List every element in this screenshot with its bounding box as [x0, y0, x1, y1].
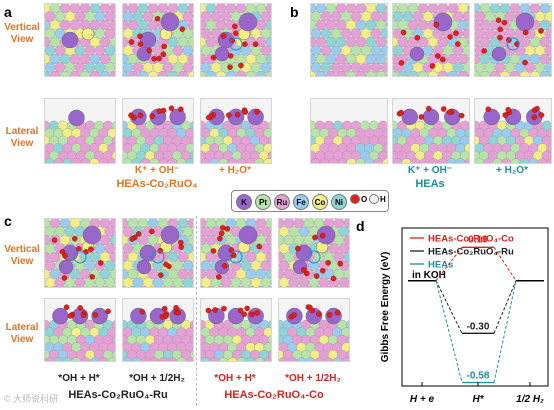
panel-b-step3-caption: + H₂O*	[496, 165, 528, 176]
panel-label-d: d	[356, 218, 365, 234]
series-0-connector-0	[435, 247, 463, 281]
legend-item-o: OO	[350, 194, 367, 204]
panel-c-side-view-1	[44, 298, 116, 362]
panel-c-divider	[196, 216, 197, 406]
panel-label-a: a	[4, 4, 12, 20]
panel-a-system-label: HEAs-Co₂RuO₄	[116, 178, 198, 190]
panel-a-step3-caption: + H₂O*	[219, 165, 251, 176]
panel-b-top-view-3	[474, 3, 552, 77]
x-tick-label-2: 1/2 H₂	[516, 394, 544, 405]
panel-a-top-view-1	[44, 3, 116, 77]
legend-text-h: H	[380, 194, 386, 204]
panel-c-system-right: HEAs-Co₂RuO₄-Co	[224, 389, 324, 401]
panel-a-side-view-3	[200, 98, 272, 164]
series-2-data-label: -0.58	[467, 370, 490, 381]
legend-label-2: HEAs	[428, 260, 453, 271]
gibbs-energy-chart: Gibbs Free Energy (eV) HEAs-Co₂RuO₄-Co HE…	[380, 227, 549, 405]
panel-c-top-view-3	[200, 218, 272, 288]
element-legend: KPtRuFeCoNiOOHH	[231, 190, 389, 212]
panel-a-side-view-2	[122, 98, 194, 164]
watermark: © 大师说科研	[4, 394, 59, 404]
panel-c-caption-3: *OH + H*	[214, 373, 256, 384]
series-1-connector-0	[435, 280, 463, 334]
series-1-data-label: -0.30	[467, 321, 490, 332]
legend-label-0: HEAs-Co₂RuO₄-Co	[428, 234, 514, 245]
x-tick-label-0: H + e	[410, 394, 435, 405]
panel-label-b: b	[290, 4, 299, 20]
legend-item-k: K	[236, 194, 252, 210]
panel-c-top-view-2	[122, 218, 194, 288]
x-tick-label-1: H*	[472, 394, 484, 405]
legend-item-co: Co	[312, 194, 328, 210]
legend-label-1: HEAs-Co₂RuO₄-Ru	[428, 247, 514, 258]
panel-b-top-view-2	[392, 3, 470, 77]
legend-item-pt: Pt	[255, 194, 271, 210]
panel-a-top-view-3	[200, 3, 272, 77]
y-axis-label: Gibbs Free Energy (eV)	[380, 252, 391, 363]
panel-b-side-view-3	[474, 98, 552, 164]
legend-item-fe: Fe	[293, 194, 309, 210]
panel-a-step2-caption: K⁺ + OH⁻	[134, 165, 180, 176]
series-1-connector-1	[493, 280, 517, 334]
panel-b-side-view-1	[310, 98, 388, 164]
panel-c-caption-4: *OH + 1/2H₂	[285, 373, 341, 384]
panel-b-side-view-2	[392, 98, 470, 164]
panel-b-top-view-1	[310, 3, 388, 77]
legend-ball-co: Co	[312, 194, 328, 210]
panel-c-side-view-2	[122, 298, 194, 362]
legend-item-h: HH	[369, 194, 386, 204]
lateral-view-label-c: Lateral View	[5, 322, 39, 345]
series-2-connector-0	[435, 280, 463, 383]
panel-c-side-view-3	[200, 298, 272, 362]
series-1: -0.30	[408, 280, 544, 334]
panel-c-caption-2: *OH + 1/2H₂	[129, 373, 185, 384]
legend-item-ni: Ni	[331, 194, 347, 210]
panel-c-side-view-4	[278, 298, 350, 362]
legend-ball-pt: Pt	[255, 194, 271, 210]
legend-ball-k: K	[236, 194, 252, 210]
vertical-view-label-a: Vertical View	[4, 22, 40, 45]
legend-ball-ni: Ni	[331, 194, 347, 210]
legend-item-ru: Ru	[274, 194, 290, 210]
panel-label-c: c	[4, 213, 12, 229]
series-0-data-label: 0.19	[468, 234, 488, 245]
legend-ball-o: O	[350, 194, 360, 204]
legend-ball-fe: Fe	[293, 194, 309, 210]
series-2-connector-1	[493, 280, 517, 383]
panel-c-system-left: HEAs-Co₂RuO₄-Ru	[68, 389, 168, 401]
panel-a-side-view-1	[44, 98, 116, 164]
panel-b-system-label: HEAs	[415, 178, 445, 190]
series-0-connector-1	[493, 247, 517, 281]
panel-c-top-view-4	[278, 218, 350, 288]
panel-c-top-view-1	[44, 218, 116, 288]
panel-a-top-view-2	[122, 3, 194, 77]
chart-annotation: in KOH	[412, 270, 446, 281]
legend-ball-h: H	[369, 194, 379, 204]
lateral-view-label-a: Lateral View	[5, 126, 39, 149]
chart-frame	[401, 227, 549, 387]
legend-text-o: O	[361, 194, 368, 204]
legend-ball-ru: Ru	[274, 194, 290, 210]
vertical-view-label-c: Vertical View	[4, 244, 40, 267]
panel-b-step2-caption: K⁺ + OH⁻	[407, 165, 453, 176]
panel-c-caption-1: *OH + H*	[58, 373, 100, 384]
